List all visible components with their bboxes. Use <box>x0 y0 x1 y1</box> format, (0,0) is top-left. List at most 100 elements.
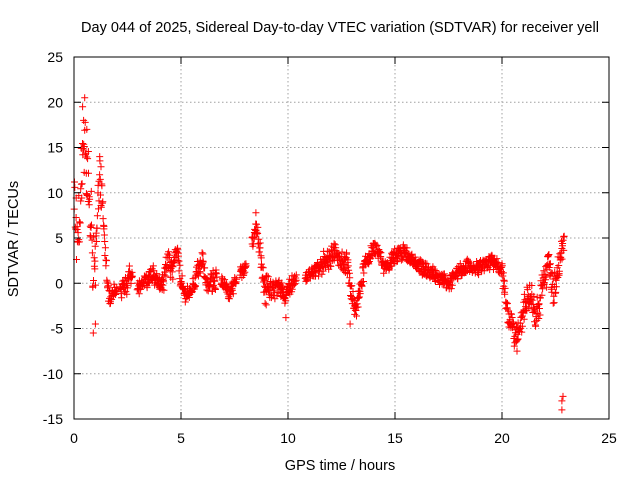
data-point <box>264 273 272 281</box>
data-point <box>498 262 506 270</box>
data-point <box>448 281 456 289</box>
data-point <box>559 392 567 400</box>
data-point <box>513 347 521 355</box>
data-point <box>176 261 184 269</box>
data-point <box>499 269 507 277</box>
data-point <box>319 267 327 275</box>
data-point <box>555 267 563 275</box>
data-point <box>199 258 207 266</box>
data-point <box>552 288 560 296</box>
data-point <box>123 290 131 298</box>
data-point <box>196 269 204 277</box>
data-point <box>535 315 543 322</box>
data-point <box>78 194 86 202</box>
data-point <box>261 276 269 284</box>
data-point <box>80 116 88 124</box>
x-tick-label: 0 <box>70 430 78 446</box>
data-point <box>502 298 510 306</box>
data-point <box>84 155 92 163</box>
data-point <box>560 233 567 241</box>
data-point <box>93 238 101 245</box>
data-point <box>86 232 94 240</box>
y-tick-label: 0 <box>55 275 63 291</box>
data-point <box>165 248 173 256</box>
data-point <box>242 262 250 270</box>
data-point <box>518 322 526 330</box>
data-point <box>192 282 199 290</box>
data-point <box>174 244 182 252</box>
y-tick-label: 10 <box>47 185 63 201</box>
data-point <box>89 329 97 337</box>
data-point <box>558 397 566 405</box>
data-point <box>196 268 204 276</box>
data-point <box>558 255 566 263</box>
x-axis-label: GPS time / hours <box>285 458 395 474</box>
data-point <box>129 272 136 280</box>
data-point <box>528 296 536 304</box>
data-point <box>558 406 566 414</box>
data-point <box>221 276 229 284</box>
data-point <box>169 275 177 283</box>
x-tick-label: 20 <box>494 430 510 446</box>
data-point <box>546 261 554 269</box>
data-point <box>206 282 214 290</box>
data-point <box>98 182 106 190</box>
data-point <box>118 294 126 302</box>
data-point <box>158 286 166 294</box>
data-point <box>85 169 92 177</box>
data-point <box>509 320 517 327</box>
data-point <box>536 305 543 312</box>
data-point <box>77 185 85 193</box>
data-point <box>524 286 532 294</box>
y-tick-label: -10 <box>43 366 63 382</box>
data-point <box>560 232 568 240</box>
data-point <box>354 303 362 311</box>
data-point <box>84 148 92 155</box>
data-point <box>253 220 260 228</box>
data-point <box>159 278 167 286</box>
data-point <box>162 272 170 280</box>
data-point <box>542 273 550 281</box>
data-point <box>153 270 161 278</box>
data-point <box>555 262 563 269</box>
data-point <box>77 197 85 205</box>
data-point <box>91 257 99 265</box>
data-point <box>518 328 526 336</box>
data-point <box>440 270 448 278</box>
y-tick-label: 20 <box>47 94 63 110</box>
data-point <box>100 222 108 230</box>
data-point <box>87 187 95 195</box>
data-point <box>91 320 99 328</box>
data-point <box>292 271 300 279</box>
data-point <box>475 271 483 279</box>
data-point <box>78 180 86 188</box>
data-point <box>101 252 109 259</box>
data-point <box>86 222 94 230</box>
data-point <box>253 228 261 236</box>
data-point <box>90 277 97 284</box>
data-points <box>70 94 568 414</box>
data-point <box>97 203 105 211</box>
data-point <box>514 336 521 344</box>
data-point <box>88 236 96 244</box>
data-point <box>86 195 94 203</box>
data-point <box>536 311 544 319</box>
data-point <box>75 218 83 226</box>
data-point <box>259 264 267 272</box>
data-point <box>252 209 260 217</box>
y-tick-label: 15 <box>47 140 63 156</box>
data-point <box>97 191 104 199</box>
data-point <box>360 278 367 285</box>
data-point <box>540 267 548 275</box>
data-point <box>344 256 352 264</box>
x-tick-label: 10 <box>280 430 296 446</box>
data-point <box>510 342 518 350</box>
data-point <box>351 310 359 318</box>
data-point <box>88 221 95 229</box>
data-point <box>73 226 81 233</box>
data-point <box>508 310 515 318</box>
y-tick-label: -5 <box>51 321 64 337</box>
data-point <box>175 267 183 275</box>
y-axis-label: SDTVAR / TECUs <box>6 181 22 297</box>
